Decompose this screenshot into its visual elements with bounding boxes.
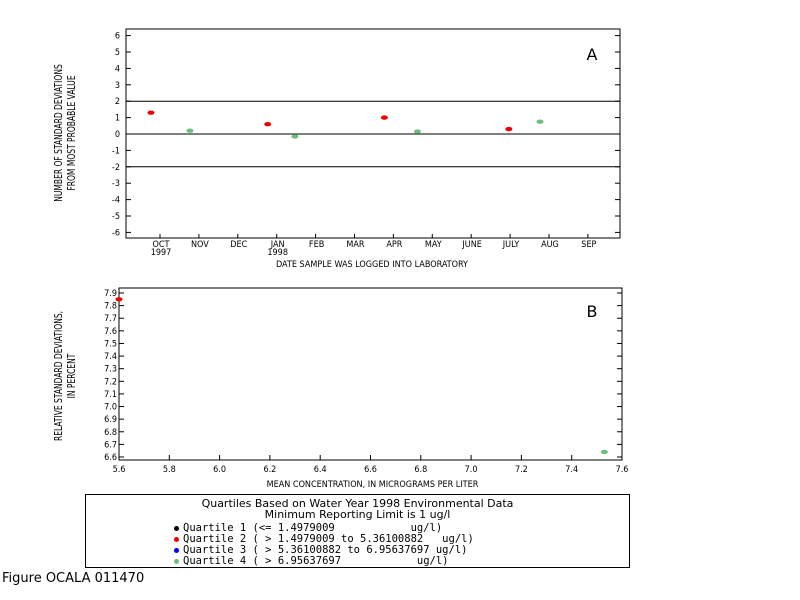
panel-b-ylabel-line: RELATIVE STANDARD DEVIATIONS, bbox=[54, 311, 65, 441]
panel-a-point bbox=[413, 129, 421, 134]
panel-a-xtick-label: MAR bbox=[346, 240, 365, 250]
panel-a-ytick-label: 2 bbox=[115, 97, 120, 107]
panel-a-ylabel: NUMBER OF STANDARD DEVIATIONS FROM MOST P… bbox=[54, 64, 78, 202]
panel-a-year-label: 1997 bbox=[151, 248, 172, 258]
legend-marker-quartile-3 bbox=[174, 547, 179, 553]
panel-a-xtick-label: JAN bbox=[270, 240, 285, 250]
panel-a-label: A bbox=[587, 45, 598, 64]
panel-a-ytick-label: 0 bbox=[115, 130, 120, 140]
panel-b-ytick-label: 7.8 bbox=[104, 302, 117, 312]
panel-b-ytick-label: 6.7 bbox=[104, 440, 117, 450]
legend-label-quartile-1: Quartile 1 (<= 1.4979009 ug/l) bbox=[183, 522, 443, 534]
panel-b-point bbox=[115, 297, 123, 302]
panel-b-frame bbox=[118, 287, 623, 461]
legend-marker-quartile-1 bbox=[174, 525, 179, 531]
figure-caption: Figure OCALA 011470 bbox=[2, 571, 145, 586]
panel-a-ytick-label: 6 bbox=[115, 32, 120, 42]
panel-a-ytick-label: -6 bbox=[112, 228, 120, 238]
panel-b-xtick-label: 7.4 bbox=[565, 465, 578, 475]
panel-a-ytick-label: -4 bbox=[112, 196, 120, 206]
panel-a-xtick-label: JULY bbox=[502, 240, 520, 250]
panel-b-point bbox=[600, 449, 608, 455]
panel-a: 6 5 4 3 2 1 0 -1 -2 -3 -4 -5 -6 OCT NOV DEC JAN FEB MAR APR… bbox=[54, 28, 621, 270]
panel-a-xtick-label: FEB bbox=[309, 240, 324, 250]
panel-b-ylabel: RELATIVE STANDARD DEVIATIONS, IN PERCENT bbox=[54, 311, 78, 441]
panel-b-xtick-label: 7.6 bbox=[616, 465, 629, 475]
panel-a-xtick-label: JUNE bbox=[461, 240, 482, 250]
panel-b-xtick-label: 7.2 bbox=[515, 465, 528, 475]
panel-b-ylabel-line: IN PERCENT bbox=[67, 353, 78, 398]
legend-title-line1: Quartiles Based on Water Year 1998 Envir… bbox=[201, 497, 514, 510]
panel-a-ylabel-line: NUMBER OF STANDARD DEVIATIONS bbox=[54, 64, 65, 202]
panel-a-ytick-label: -1 bbox=[112, 146, 120, 156]
panel-a-ytick-label: -5 bbox=[112, 212, 120, 222]
panel-b-ytick-label: 7.6 bbox=[104, 327, 117, 337]
panel-a-ylabel-line: FROM MOST PROBABLE VALUE bbox=[67, 75, 78, 190]
panel-a-xtick-label: APR bbox=[386, 240, 402, 250]
panel-b-ytick-label: 6.8 bbox=[104, 428, 117, 438]
panel-a-xtick-label: AUG bbox=[541, 240, 559, 250]
panel-b-ytick-label: 6.9 bbox=[104, 415, 117, 425]
legend-item-quartile-4: Quartile 4 ( > 6.95637697 ug/l) bbox=[174, 556, 449, 567]
panel-a-ytick-label: 4 bbox=[115, 64, 120, 74]
panel-a-point bbox=[505, 126, 513, 132]
panel-b: 7.9 7.8 7.7 7.6 7.5 7.4 7.3 7.2 7.1 7.0 6.9 6.8 6.7 6… bbox=[54, 287, 629, 490]
panel-a-xtick-label: SEP bbox=[581, 240, 596, 250]
panel-b-xtick-label: 6.6 bbox=[364, 465, 377, 475]
panel-b-ytick-label: 7.1 bbox=[104, 390, 117, 400]
panel-b-xtick-label: 6.4 bbox=[314, 465, 327, 475]
legend-label-quartile-2: Quartile 2 ( > 1.4979009 to 5.36100882 u… bbox=[183, 533, 474, 545]
panel-a-xtick-label: DEC bbox=[230, 240, 247, 250]
panel-b-xtick-label: 5.6 bbox=[113, 465, 126, 475]
legend-marker-quartile-2 bbox=[174, 536, 179, 542]
panel-a-xtick-label: NOV bbox=[191, 240, 209, 250]
panel-b-ytick-label: 7.0 bbox=[104, 403, 117, 413]
legend-label-quartile-4: Quartile 4 ( > 6.95637697 ug/l) bbox=[183, 555, 449, 567]
panel-b-label: B bbox=[587, 302, 598, 321]
panel-b-xtick-label: 5.8 bbox=[163, 465, 176, 475]
panel-a-point bbox=[380, 115, 388, 120]
legend-item-quartile-3: Quartile 3 ( > 5.36100882 to 6.95637697 … bbox=[174, 545, 467, 556]
panel-a-ytick-label: -2 bbox=[112, 163, 120, 173]
panel-a-xlabel: DATE SAMPLE WAS LOGGED INTO LABORATORY bbox=[276, 260, 468, 270]
legend-item-quartile-1: Quartile 1 (<= 1.4979009 ug/l) bbox=[174, 523, 442, 534]
panel-a-ytick-label: -3 bbox=[112, 179, 120, 189]
legend-marker-quartile-4 bbox=[174, 558, 179, 564]
panel-a-ytick-label: 5 bbox=[115, 48, 120, 58]
panel-a-point bbox=[264, 121, 272, 127]
panel-b-ytick-label: 7.7 bbox=[104, 314, 117, 324]
panel-a-xtick-label: OCT bbox=[153, 240, 170, 250]
panel-b-xtick-label: 6.0 bbox=[213, 465, 226, 475]
panel-a-point bbox=[291, 134, 299, 139]
panel-b-ytick-label: 7.5 bbox=[104, 339, 117, 349]
panel-a-point bbox=[147, 110, 155, 115]
panel-b-xtick-label: 6.2 bbox=[263, 465, 276, 475]
panel-a-ytick-label: 3 bbox=[115, 81, 120, 91]
panel-b-xtick-label: 7.0 bbox=[465, 465, 478, 475]
panel-a-point bbox=[186, 128, 194, 133]
panel-b-ytick-label: 7.9 bbox=[104, 289, 117, 299]
panel-b-ytick-label: 7.4 bbox=[104, 352, 117, 362]
legend-label-quartile-3: Quartile 3 ( > 5.36100882 to 6.95637697 … bbox=[183, 544, 468, 556]
legend-item-quartile-2: Quartile 2 ( > 1.4979009 to 5.36100882 u… bbox=[174, 534, 474, 545]
panel-b-xtick-label: 6.8 bbox=[414, 465, 427, 475]
panel-a-point bbox=[536, 119, 544, 124]
panel-b-xlabel: MEAN CONCENTRATION, IN MICROGRAMS PER LI… bbox=[267, 480, 479, 490]
panel-a-year-label: 1998 bbox=[267, 248, 288, 258]
legend-title-line2: Minimum Reporting Limit is 1 ug/l bbox=[264, 508, 451, 521]
legend: Quartiles Based on Water Year 1998 Envir… bbox=[85, 494, 630, 568]
panel-a-xtick-label: MAY bbox=[425, 240, 442, 250]
panel-a-ytick-label: 1 bbox=[115, 114, 120, 124]
panel-b-ytick-label: 7.2 bbox=[104, 377, 117, 387]
panel-b-ytick-label: 7.3 bbox=[104, 365, 117, 375]
panel-b-ytick-label: 6.6 bbox=[104, 453, 117, 463]
